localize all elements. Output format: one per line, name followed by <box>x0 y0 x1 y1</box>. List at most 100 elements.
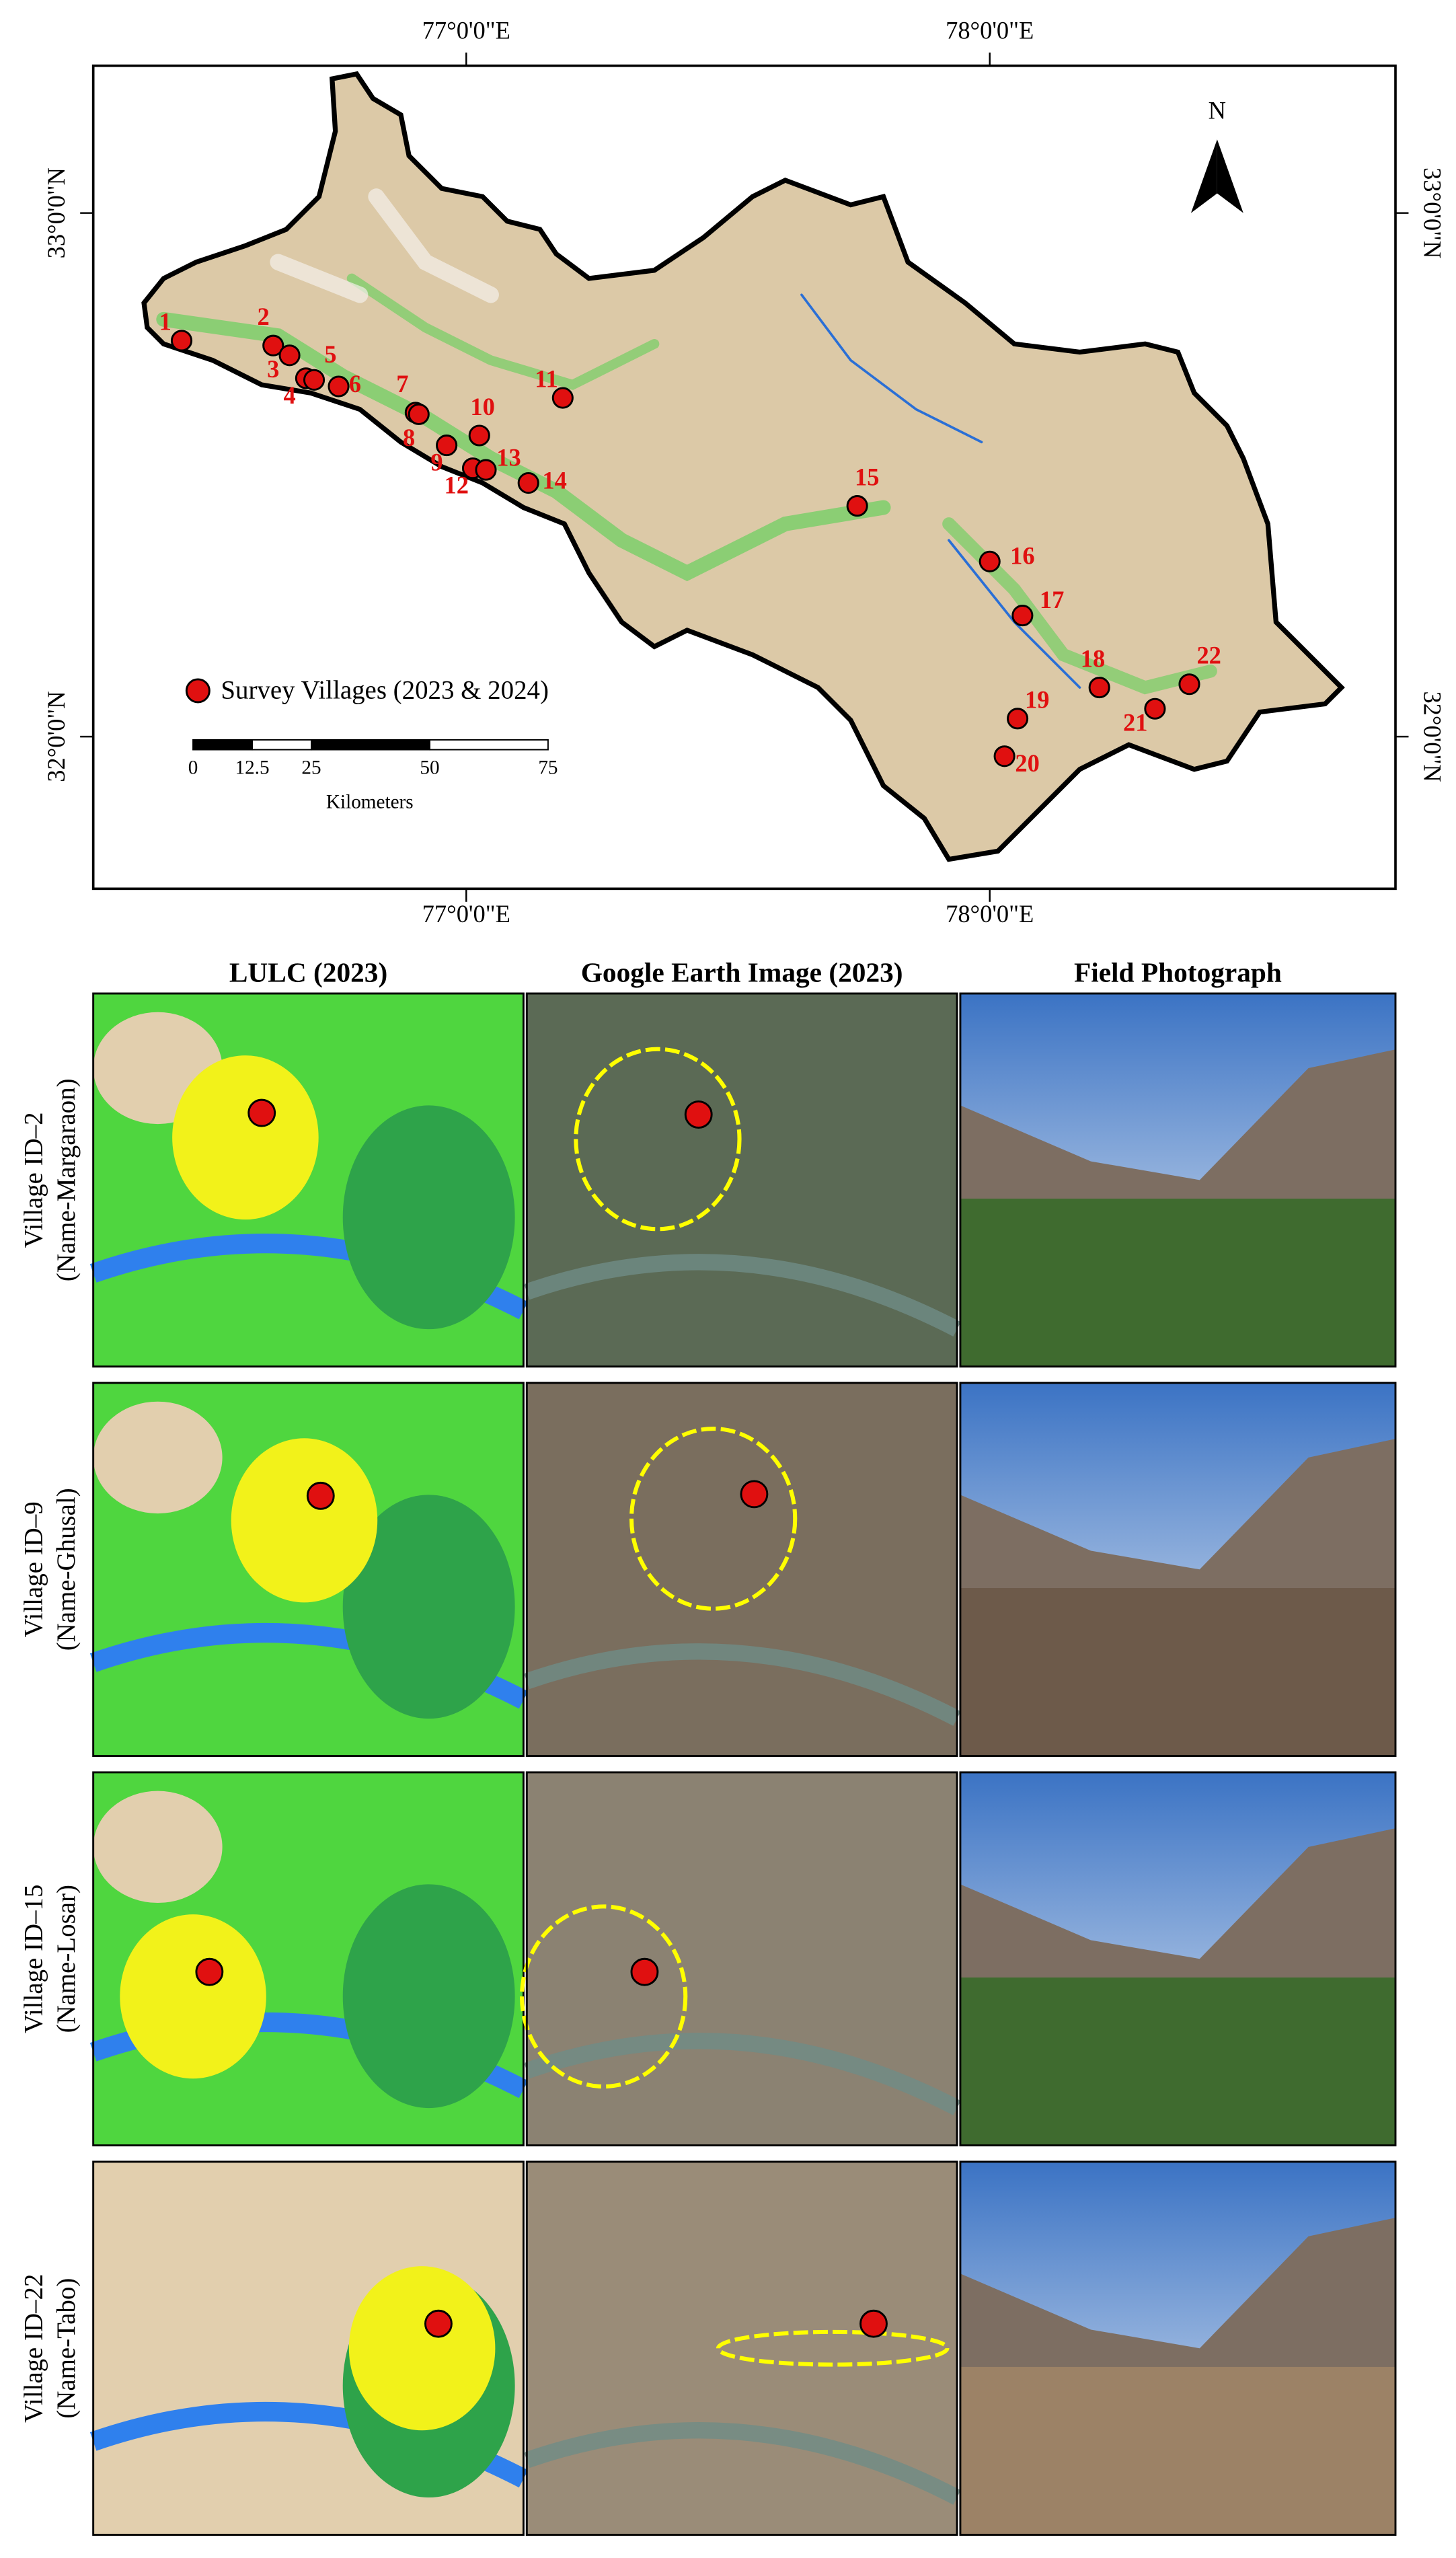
lulc-agriculture <box>120 1914 266 2079</box>
village-point <box>247 1098 276 1127</box>
scale-tick-label: 50 <box>420 757 439 778</box>
satellite-river <box>524 2033 961 2115</box>
village-label: 6 <box>349 370 361 398</box>
lulc-forest <box>342 1105 515 1330</box>
panel-frame <box>525 2160 958 2536</box>
photo-field <box>960 1199 1395 1367</box>
village-label: 13 <box>496 443 521 471</box>
panel-frame <box>92 2160 525 2536</box>
village-point <box>424 2309 453 2338</box>
village-point <box>846 495 868 517</box>
photo-field <box>960 1588 1395 1756</box>
satellite-image <box>527 1382 958 1756</box>
village-point <box>1088 677 1110 699</box>
legend-label: Survey Villages (2023 & 2024) <box>221 675 549 704</box>
village-label: 2 <box>258 303 270 330</box>
village-point <box>551 387 574 409</box>
field-boundary <box>519 1904 688 2089</box>
lat-label: 33°0'0"N <box>1419 167 1447 258</box>
village-point <box>278 344 301 367</box>
row-id: Village ID–22 <box>19 2274 48 2423</box>
village-point <box>306 1481 335 1510</box>
village-label: 1 <box>159 307 171 335</box>
village-point <box>436 435 458 457</box>
village-point <box>303 369 325 391</box>
village-label: 3 <box>267 355 279 383</box>
panel-frame <box>959 992 1397 1368</box>
column-header: LULC (2023) <box>229 957 387 989</box>
lulc-agriculture <box>172 1055 319 1220</box>
scale-tick-label: 0 <box>188 757 198 778</box>
village-point <box>262 334 284 356</box>
village-point <box>468 424 490 447</box>
lulc-barren <box>93 1791 223 1904</box>
north-label: N <box>1209 97 1226 124</box>
panel-frame <box>525 992 958 1368</box>
village-label: 8 <box>403 424 415 451</box>
photo-field <box>960 2366 1395 2535</box>
field-boundary <box>629 1427 798 1611</box>
lon-label: 78°0'0"E <box>946 16 1034 44</box>
north-arrow <box>1190 139 1243 213</box>
scale-tick-label: 12.5 <box>235 757 269 778</box>
village-point <box>1144 698 1166 720</box>
panel-frame <box>525 1382 958 1758</box>
row-id: Village ID–15 <box>19 1885 48 2033</box>
photo-mountains <box>960 2218 1395 2386</box>
village-label: 21 <box>1123 708 1147 736</box>
lulc-forest <box>342 1495 515 1719</box>
lat-label: 32°0'0"N <box>1419 691 1447 782</box>
village-point <box>1011 605 1034 627</box>
village-label: 11 <box>535 365 558 393</box>
lulc-barren <box>93 1401 223 1514</box>
row-id: Village ID–9 <box>19 1501 48 1637</box>
village-point <box>684 1100 713 1129</box>
row-name: (Name-Ghusal) <box>52 1488 81 1651</box>
field-boundary <box>716 2329 950 2367</box>
village-label: 16 <box>1010 541 1034 569</box>
scale-segment <box>192 739 253 751</box>
row-name: (Name-Margaraon) <box>52 1078 81 1281</box>
photo-mountains <box>960 1439 1395 1607</box>
village-label: 5 <box>324 340 336 368</box>
satellite-river <box>524 1254 961 1337</box>
scale-segment <box>311 739 430 751</box>
photo-mountains <box>960 1049 1395 1217</box>
village-label: 9 <box>430 449 443 476</box>
village-label: 7 <box>396 370 408 398</box>
lulc-forest <box>342 1884 515 2109</box>
scale-unit: Kilometers <box>326 792 414 813</box>
village-label: 18 <box>1081 645 1105 673</box>
village-label: 17 <box>1040 586 1064 613</box>
village-point <box>1007 708 1029 730</box>
panel-frame <box>525 1771 958 2147</box>
lon-label: 77°0'0"E <box>422 900 510 928</box>
panel-frame <box>92 992 525 1368</box>
village-point <box>740 1480 769 1509</box>
village-point <box>170 330 193 352</box>
scale-tick-label: 25 <box>301 757 321 778</box>
village-point <box>859 2309 888 2338</box>
lat-label: 32°0'0"N <box>42 691 70 782</box>
village-point <box>630 1957 659 1986</box>
scale-tick-label: 75 <box>538 757 558 778</box>
village-point <box>979 550 1001 572</box>
panel-frame <box>959 1771 1397 2147</box>
lat-label: 33°0'0"N <box>42 167 70 258</box>
village-point <box>993 745 1016 767</box>
legend-symbol <box>185 678 210 704</box>
village-label: 19 <box>1025 685 1049 713</box>
village-label: 12 <box>444 472 468 499</box>
village-label: 14 <box>542 466 566 494</box>
satellite-image <box>527 1772 958 2146</box>
village-point <box>328 375 350 398</box>
village-point <box>195 1957 224 1986</box>
panel-frame <box>92 1771 525 2147</box>
village-point <box>1178 673 1200 695</box>
panel-frame <box>959 2160 1397 2536</box>
panel-frame <box>92 1382 525 1758</box>
scale-segment <box>252 739 312 751</box>
lulc-agriculture <box>231 1438 378 1603</box>
satellite-river <box>524 1643 961 1726</box>
